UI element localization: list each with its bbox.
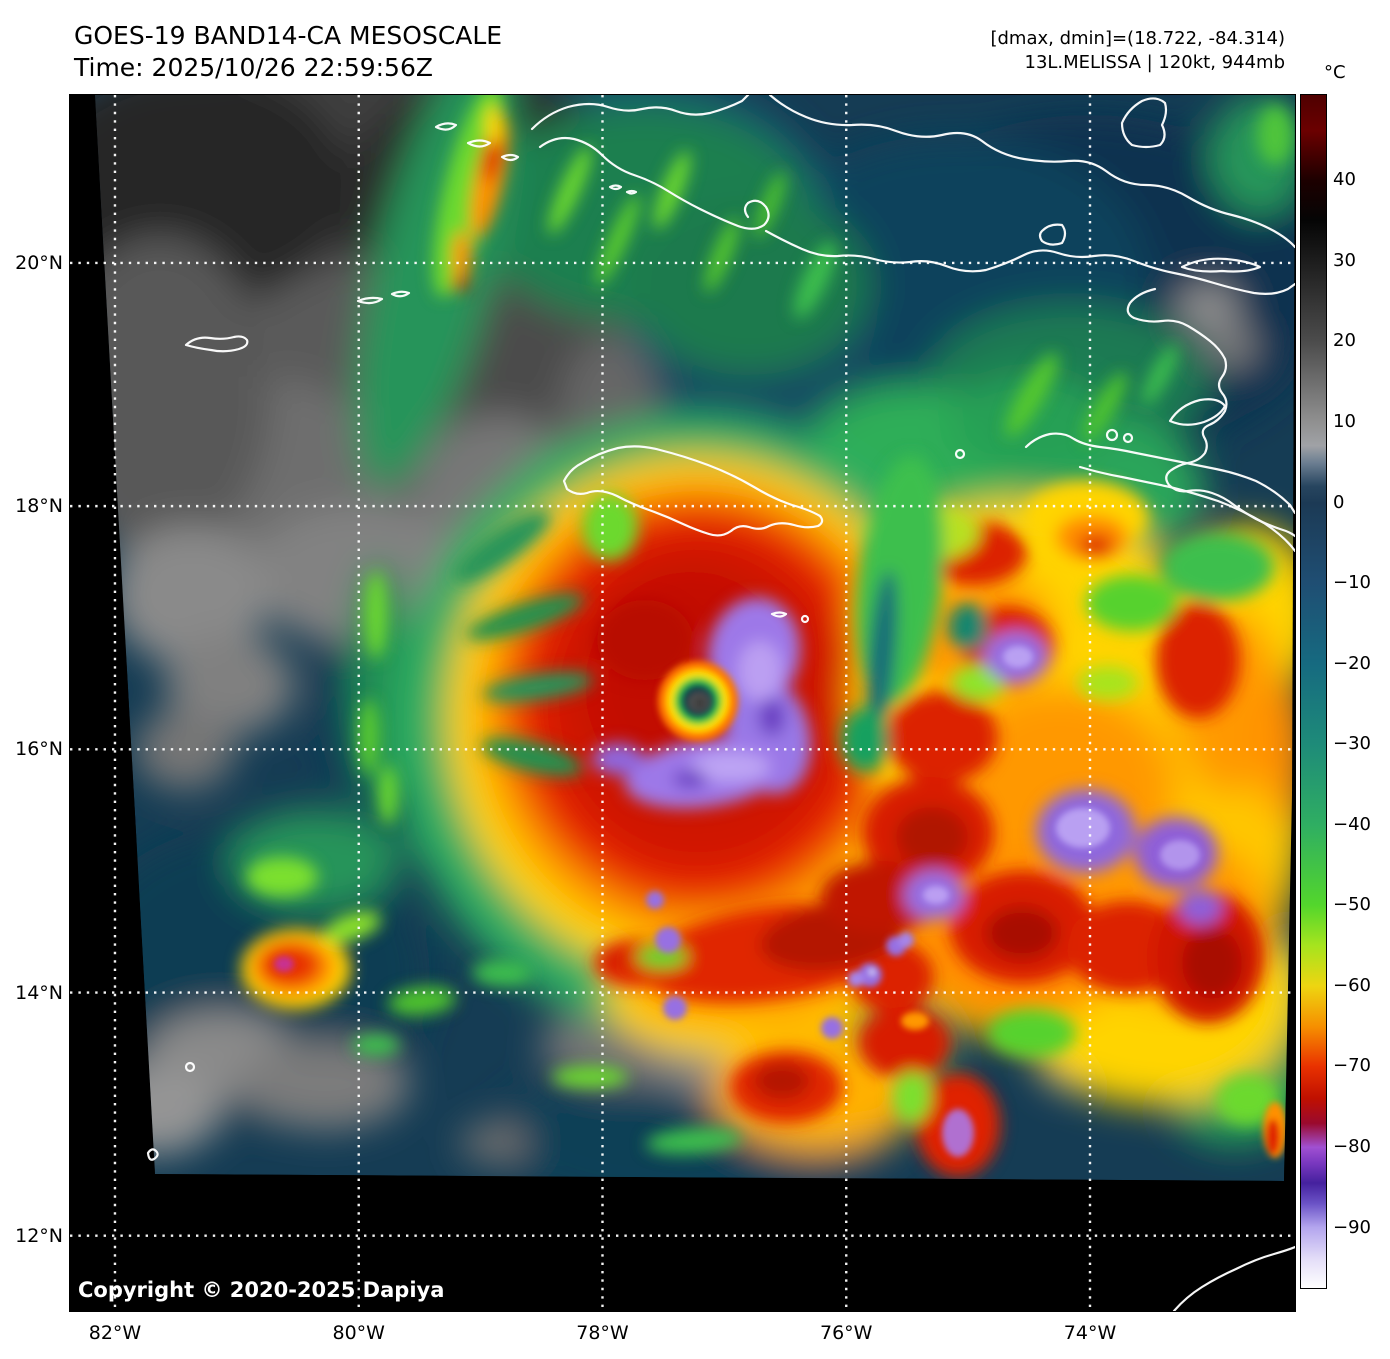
longitude-tick-label: 80°W: [332, 1322, 385, 1344]
cuba-coastline: [768, 95, 1295, 249]
colorbar-tick-label: −70: [1333, 1055, 1371, 1077]
annotation-block: [dmax, dmin]=(18.722, -84.314) 13L.MELIS…: [990, 27, 1285, 75]
satellite-imagery: [70, 95, 1295, 1311]
cayemites-islet: [1122, 432, 1134, 444]
great-inagua-coastline: [1120, 97, 1168, 149]
south-america-coastline: [1172, 1245, 1295, 1311]
latitude-tick-label: 16°N: [15, 738, 63, 761]
page-title: GOES-19 BAND14-CA MESOSCALE: [74, 21, 503, 50]
colorbar-tick-label: −10: [1333, 572, 1371, 594]
longitude-tick-label: 74°W: [1063, 1322, 1117, 1344]
cays-coastline: [608, 184, 638, 195]
colorbar-tick-label: −50: [1333, 894, 1371, 916]
colorbar: [1300, 94, 1327, 1289]
navassa-island: [954, 448, 966, 460]
latitude-tick-label: 20°N: [15, 251, 63, 274]
colorbar-gradient: [1301, 95, 1326, 1288]
latitude-tick-label: 14°N: [15, 981, 63, 1004]
hurricane-eye: [658, 661, 738, 741]
graticule: [70, 95, 1295, 1311]
longitude-tick-label: 82°W: [88, 1322, 142, 1344]
dmax-dmin-readout: [dmax, dmin]=(18.722, -84.314): [990, 28, 1285, 49]
colorbar-tick-label: −40: [1333, 813, 1371, 835]
timestamp: Time: 2025/10/26 22:59:56Z: [74, 53, 433, 82]
little-inagua-coastline: [1038, 223, 1067, 246]
longitude-tick-label: 78°W: [576, 1322, 629, 1344]
coastlines: [146, 95, 1295, 1311]
islet: [800, 614, 810, 624]
tiburon-peninsula: [1024, 432, 1295, 515]
cuba-coastline: [530, 95, 750, 131]
islet: [146, 1148, 159, 1161]
colorbar-tick-label: 20: [1333, 330, 1356, 352]
cloud-field: [95, 95, 1295, 1181]
islet: [184, 1061, 196, 1073]
title-block: GOES-19 BAND14-CA MESOSCALE Time: 2025/1…: [74, 20, 502, 84]
cuba-coastline: [764, 229, 1295, 295]
copyright-notice: Copyright © 2020-2025 Dapiya: [78, 1278, 445, 1302]
storm-info: 13L.MELISSA | 120kt, 944mb: [1024, 52, 1286, 73]
colorbar-tick-label: 40: [1333, 169, 1356, 191]
grand-cayman-coastline: [184, 335, 249, 353]
latitude-tick-label: 18°N: [15, 495, 63, 518]
cays-coastline: [434, 122, 520, 162]
latitude-tick-label: 12°N: [15, 1224, 63, 1247]
gonave-island: [1168, 398, 1227, 426]
longitude-tick-label: 76°W: [820, 1322, 873, 1344]
cays-coastline: [770, 611, 788, 618]
colorbar-tick-label: 10: [1333, 411, 1356, 433]
colorbar-tick-label: −60: [1333, 974, 1371, 996]
colorbar-unit-label: °C: [1324, 62, 1346, 83]
satellite-map: Copyright © 2020-2025 Dapiya: [69, 94, 1296, 1312]
hispaniola-south-coast: [1078, 465, 1295, 553]
cayman-coastline: [356, 290, 411, 305]
colorbar-tick-label: −20: [1333, 652, 1371, 674]
hispaniola-coastline: [1126, 287, 1295, 538]
colorbar-tick-label: 30: [1333, 249, 1356, 271]
colorbar-tick-label: −30: [1333, 733, 1371, 755]
colorbar-tick-label: 0: [1333, 491, 1345, 513]
cayemites-islet: [1105, 428, 1119, 442]
tortuga-coastline: [1180, 257, 1262, 273]
cuba-coastline: [538, 136, 770, 230]
colorbar-tick-label: −80: [1333, 1136, 1371, 1158]
colorbar-tick-label: −90: [1333, 1216, 1371, 1238]
jamaica-coastline: [562, 445, 824, 537]
